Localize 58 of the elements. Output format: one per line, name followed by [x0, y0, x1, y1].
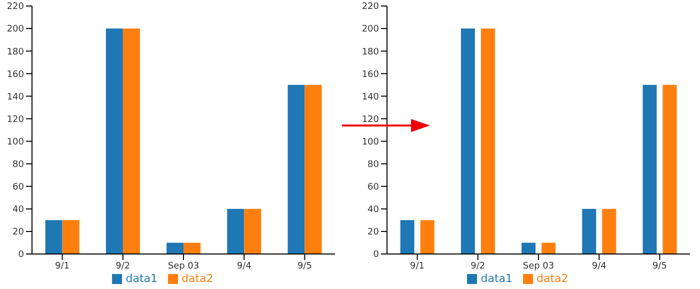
bar	[184, 242, 201, 254]
bar	[662, 84, 677, 254]
bar	[400, 220, 414, 254]
legend-label: data2	[182, 272, 214, 285]
x-tick-label: 9/4	[236, 261, 252, 272]
bar	[106, 28, 123, 254]
x-tick-label: Sep 03	[168, 261, 200, 272]
x-tick-label: 9/5	[652, 261, 667, 272]
bar	[480, 28, 495, 254]
legend-label: data1	[480, 272, 512, 285]
y-tick-label: 40	[12, 205, 24, 216]
x-tick-label: 9/2	[116, 261, 130, 272]
bar	[602, 208, 616, 254]
y-tick-label: 40	[368, 205, 380, 216]
y-tick-label: 180	[6, 47, 24, 58]
y-tick-label: 80	[12, 160, 24, 170]
x-tick-label: 9/5	[297, 261, 312, 272]
x-tick-label: 9/4	[592, 261, 607, 272]
y-tick-label: 120	[6, 114, 24, 125]
bar	[122, 28, 140, 254]
y-tick-label: 60	[12, 182, 24, 193]
x-tick-label: Sep 03	[522, 261, 554, 272]
y-tick-label: 100	[6, 137, 24, 148]
bar	[227, 208, 244, 254]
bar	[420, 220, 434, 254]
y-tick-label: 160	[362, 70, 380, 80]
y-tick-label: 200	[362, 24, 380, 35]
bar	[244, 208, 262, 254]
y-tick-label: 20	[368, 228, 380, 238]
y-tick-label: 80	[368, 160, 380, 170]
legend-label: data1	[126, 272, 158, 285]
bar	[62, 220, 80, 254]
bar	[582, 208, 596, 254]
bar	[304, 84, 322, 254]
y-tick-label: 120	[362, 114, 380, 125]
y-tick-label: 0	[373, 250, 380, 260]
bar	[460, 28, 475, 254]
bar	[642, 84, 657, 254]
y-tick-label: 140	[362, 92, 380, 102]
y-tick-label: 140	[6, 92, 24, 102]
y-tick-label: 100	[362, 137, 380, 148]
y-tick-label: 20	[12, 228, 24, 238]
y-tick-label: 200	[6, 24, 24, 35]
y-tick-label: 220	[6, 2, 24, 12]
bar	[166, 242, 184, 254]
x-tick-label: 9/1	[410, 261, 425, 272]
legend-label: data2	[536, 272, 568, 285]
y-tick-label: 180	[362, 47, 380, 58]
bar	[522, 242, 536, 254]
bar	[45, 220, 62, 254]
bar	[288, 84, 305, 254]
y-tick-label: 220	[362, 2, 380, 12]
y-tick-label: 60	[368, 182, 380, 193]
x-tick-label: 9/1	[55, 261, 70, 272]
bar	[542, 242, 556, 254]
y-tick-label: 0	[18, 250, 24, 260]
y-tick-label: 160	[6, 70, 24, 80]
x-tick-label: 9/2	[470, 261, 486, 272]
